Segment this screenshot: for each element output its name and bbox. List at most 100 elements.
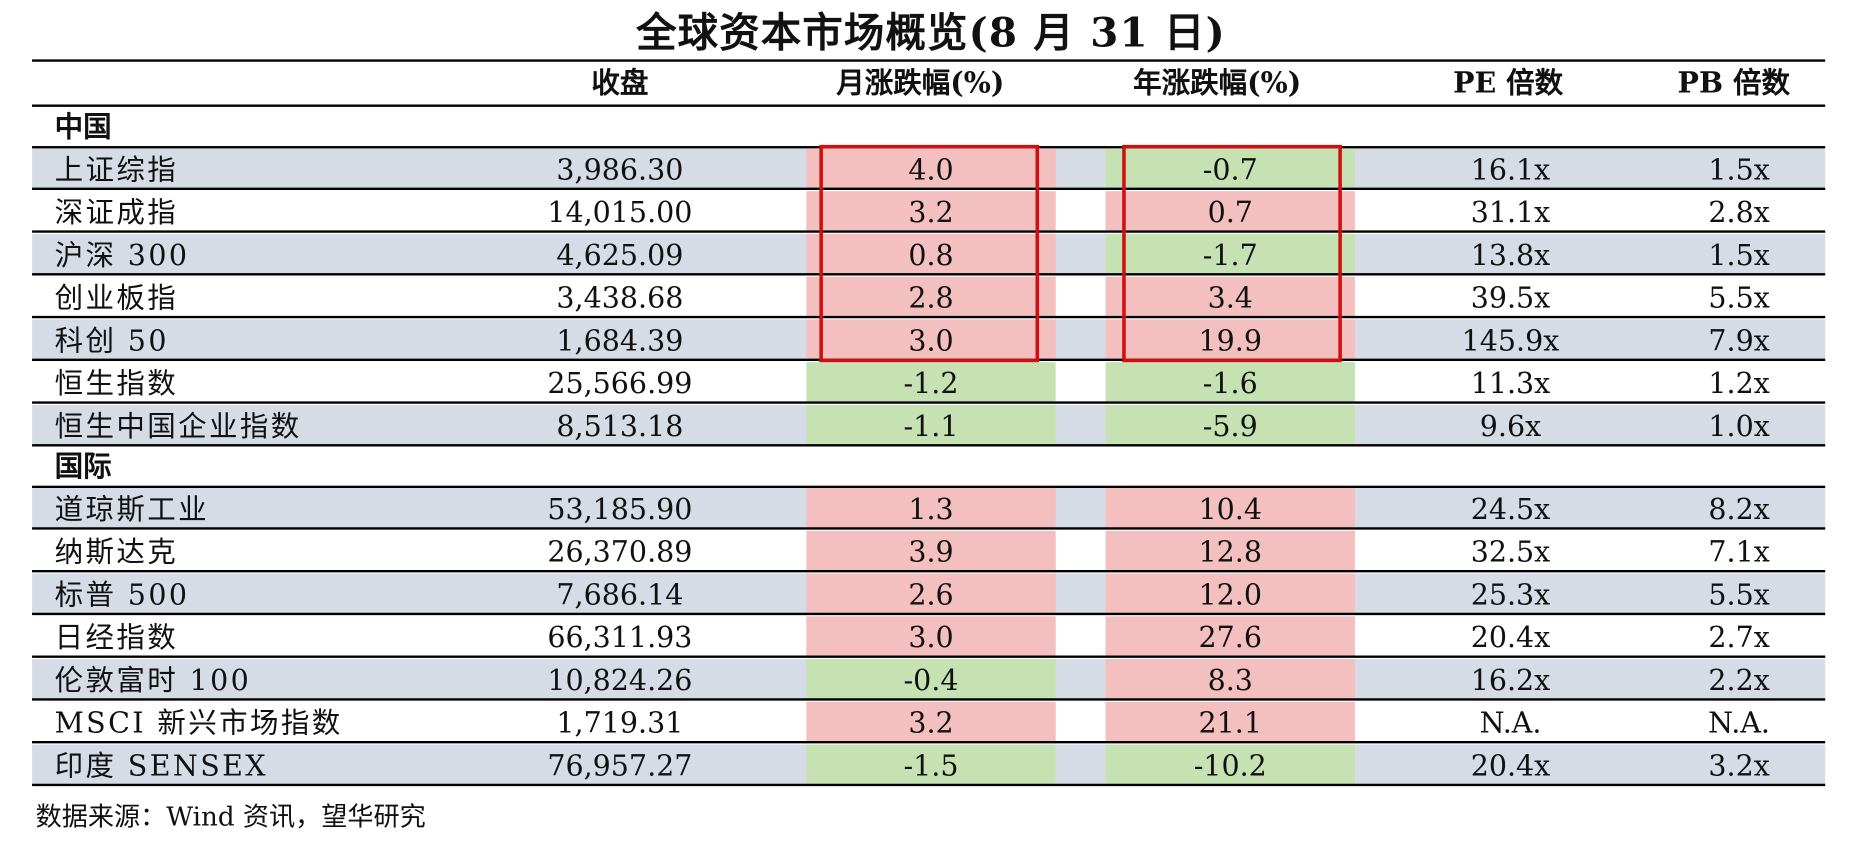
section-label: 国际: [54, 448, 112, 484]
year-change-value: 0.7: [1207, 195, 1253, 230]
table-row: 恒生中国企业指数 8,513.18 -1.1 -5.9 9.6x 1.0x: [32, 404, 1826, 447]
month-change-value: -0.4: [903, 663, 959, 698]
pe-value: 9.6x: [1479, 409, 1542, 443]
header-month-change: 月涨跌幅(%): [836, 65, 1005, 100]
table-row: 沪深 300 4,625.09 0.8 -1.7 13.8x 1.5x: [32, 233, 1826, 276]
close-value: 66,311.93: [547, 621, 693, 655]
row-divider: [32, 527, 1826, 530]
month-change-value: 2.6: [908, 578, 954, 612]
month-change-value: 3.2: [908, 195, 954, 230]
pe-value: 145.9x: [1461, 324, 1560, 358]
year-change-fill: [1105, 191, 1355, 231]
month-change-fill: [806, 362, 1056, 402]
month-change-fill: [806, 573, 1056, 613]
index-name: 印度 SENSEX: [54, 749, 268, 783]
year-change-value: -0.7: [1202, 153, 1258, 187]
table-row: 标普 500 7,686.14 2.6 12.0 25.3x 5.5x: [32, 573, 1826, 616]
index-name: 创业板指: [54, 281, 179, 315]
month-change-fill: [806, 744, 1056, 784]
index-name: 恒生中国企业指数: [54, 409, 302, 443]
month-change-value: -1.5: [903, 749, 959, 783]
source-note: 数据来源：Wind 资讯，望华研究: [35, 802, 426, 833]
pb-value: 8.2x: [1708, 492, 1770, 527]
page-title: 全球资本市场概览(8 月 31 日): [636, 9, 1226, 58]
month-change-fill: [806, 530, 1056, 570]
close-value: 76,957.27: [547, 749, 693, 783]
row-divider: [32, 315, 1826, 319]
index-name: MSCI 新兴市场指数: [54, 706, 343, 740]
row-divider: [32, 273, 1826, 276]
pb-value: 2.7x: [1708, 621, 1770, 655]
year-change-value: -5.9: [1202, 409, 1258, 443]
row-divider: [32, 741, 1826, 744]
pb-value: 1.5x: [1708, 153, 1770, 187]
pe-value: 20.4x: [1470, 749, 1551, 783]
table-row: 印度 SENSEX 76,957.27 -1.5 -10.2 20.4x 3.2x: [32, 744, 1826, 787]
month-change-value: 1.3: [908, 492, 954, 527]
pb-value: 3.2x: [1708, 749, 1770, 783]
pe-value: 25.3x: [1470, 578, 1551, 612]
pe-value: 31.1x: [1470, 195, 1551, 230]
year-change-fill: [1105, 530, 1355, 570]
pe-value: 16.2x: [1470, 663, 1551, 698]
close-value: 3,986.30: [556, 153, 684, 187]
row-divider: [32, 230, 1826, 233]
index-name: 标普 500: [54, 578, 190, 612]
pb-value: 1.5x: [1708, 238, 1770, 272]
header-pe: PE 倍数: [1453, 65, 1564, 100]
month-change-value: 2.8: [908, 281, 954, 315]
close-value: 1,719.31: [556, 706, 684, 740]
index-name: 纳斯达克: [54, 535, 179, 569]
year-change-value: -1.6: [1202, 366, 1258, 401]
month-change-value: -1.1: [903, 409, 959, 443]
close-value: 14,015.00: [547, 195, 693, 230]
index-name: 恒生指数: [54, 366, 179, 401]
month-change-fill: [806, 319, 1056, 359]
header-year-change: 年涨跌幅(%): [1133, 65, 1302, 100]
month-change-fill: [806, 148, 1056, 188]
index-name: 上证综指: [54, 153, 179, 187]
close-value: 4,625.09: [556, 238, 684, 272]
year-change-fill: [1105, 319, 1355, 359]
year-change-fill: [1105, 573, 1355, 613]
index-name: 道琼斯工业: [54, 492, 209, 527]
month-change-value: 4.0: [908, 153, 954, 187]
section-label: 中国: [54, 109, 112, 144]
pb-value: 5.5x: [1708, 281, 1770, 315]
pe-value: 16.1x: [1470, 153, 1551, 187]
index-name: 伦敦富时 100: [54, 663, 252, 698]
row-divider: [32, 655, 1826, 658]
pe-value: 11.3x: [1470, 366, 1551, 401]
month-change-value: 0.8: [908, 238, 954, 272]
year-change-value: 12.8: [1198, 535, 1262, 569]
row-divider: [32, 783, 1826, 787]
pe-value: 39.5x: [1470, 281, 1551, 315]
pe-value: 13.8x: [1470, 238, 1551, 272]
pe-value: 20.4x: [1470, 621, 1551, 655]
close-value: 7,686.14: [556, 578, 684, 612]
header-close: 收盘: [591, 65, 649, 100]
year-change-fill: [1105, 148, 1355, 188]
year-change-fill: [1105, 488, 1355, 528]
month-change-fill: [806, 488, 1056, 528]
year-change-value: 12.0: [1198, 578, 1262, 612]
row-divider: [32, 570, 1826, 573]
index-name: 日经指数: [54, 621, 179, 655]
year-change-fill: [1105, 404, 1355, 445]
close-value: 53,185.90: [547, 492, 693, 527]
pb-value: 5.5x: [1708, 578, 1770, 612]
year-change-fill: [1105, 233, 1355, 274]
row-divider: [32, 444, 1826, 447]
month-change-fill: [806, 659, 1056, 699]
section-rule: [32, 485, 1826, 489]
pb-value: N.A.: [1708, 706, 1771, 740]
row-divider: [32, 612, 1826, 616]
index-name: 沪深 300: [54, 238, 190, 272]
year-change-fill: [1105, 744, 1355, 784]
year-change-value: 3.4: [1207, 281, 1253, 315]
month-change-fill: [806, 701, 1056, 741]
close-value: 3,438.68: [556, 281, 684, 315]
close-value: 25,566.99: [547, 366, 693, 401]
close-value: 10,824.26: [547, 663, 693, 698]
pb-value: 2.2x: [1708, 663, 1770, 698]
